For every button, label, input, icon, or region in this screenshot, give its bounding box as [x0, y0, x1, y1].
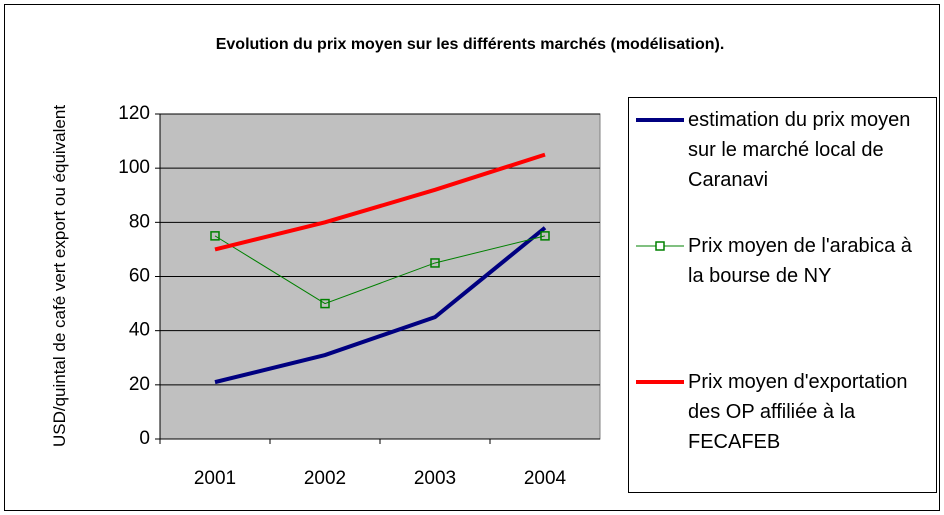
x-tick-label: 2002	[304, 468, 346, 489]
y-tick-label: 0	[139, 428, 150, 449]
series-line	[214, 235, 546, 305]
x-tick-label: 2001	[194, 468, 236, 489]
y-axis-label: USD/quintal de café vert export ou équiv…	[50, 104, 69, 448]
legend-box	[628, 97, 937, 493]
legend-label: estimation du prix moyen sur le marché l…	[688, 109, 911, 191]
series-line	[214, 226, 547, 385]
y-tick-label: 100	[118, 157, 150, 178]
y-tick-label: 60	[129, 266, 150, 287]
marker	[430, 258, 440, 268]
legend-label: Prix moyen de l'arabica à la bourse de N…	[688, 235, 912, 287]
series-line	[214, 152, 546, 252]
chart-title: Evolution du prix moyen sur les différen…	[216, 36, 725, 53]
marker	[320, 298, 330, 309]
y-tick-label: 40	[129, 320, 150, 341]
marker	[540, 231, 550, 241]
x-tick-label: 2003	[414, 468, 456, 489]
y-tick-label: 80	[129, 211, 150, 232]
legend-marker	[655, 241, 665, 251]
marker	[210, 231, 220, 241]
y-tick-label: 20	[129, 374, 150, 395]
y-tick-label: 120	[118, 103, 150, 124]
x-tick-label: 2004	[524, 468, 567, 489]
legend-label: Prix moyen d'exportation des OP affiliée…	[688, 371, 908, 453]
